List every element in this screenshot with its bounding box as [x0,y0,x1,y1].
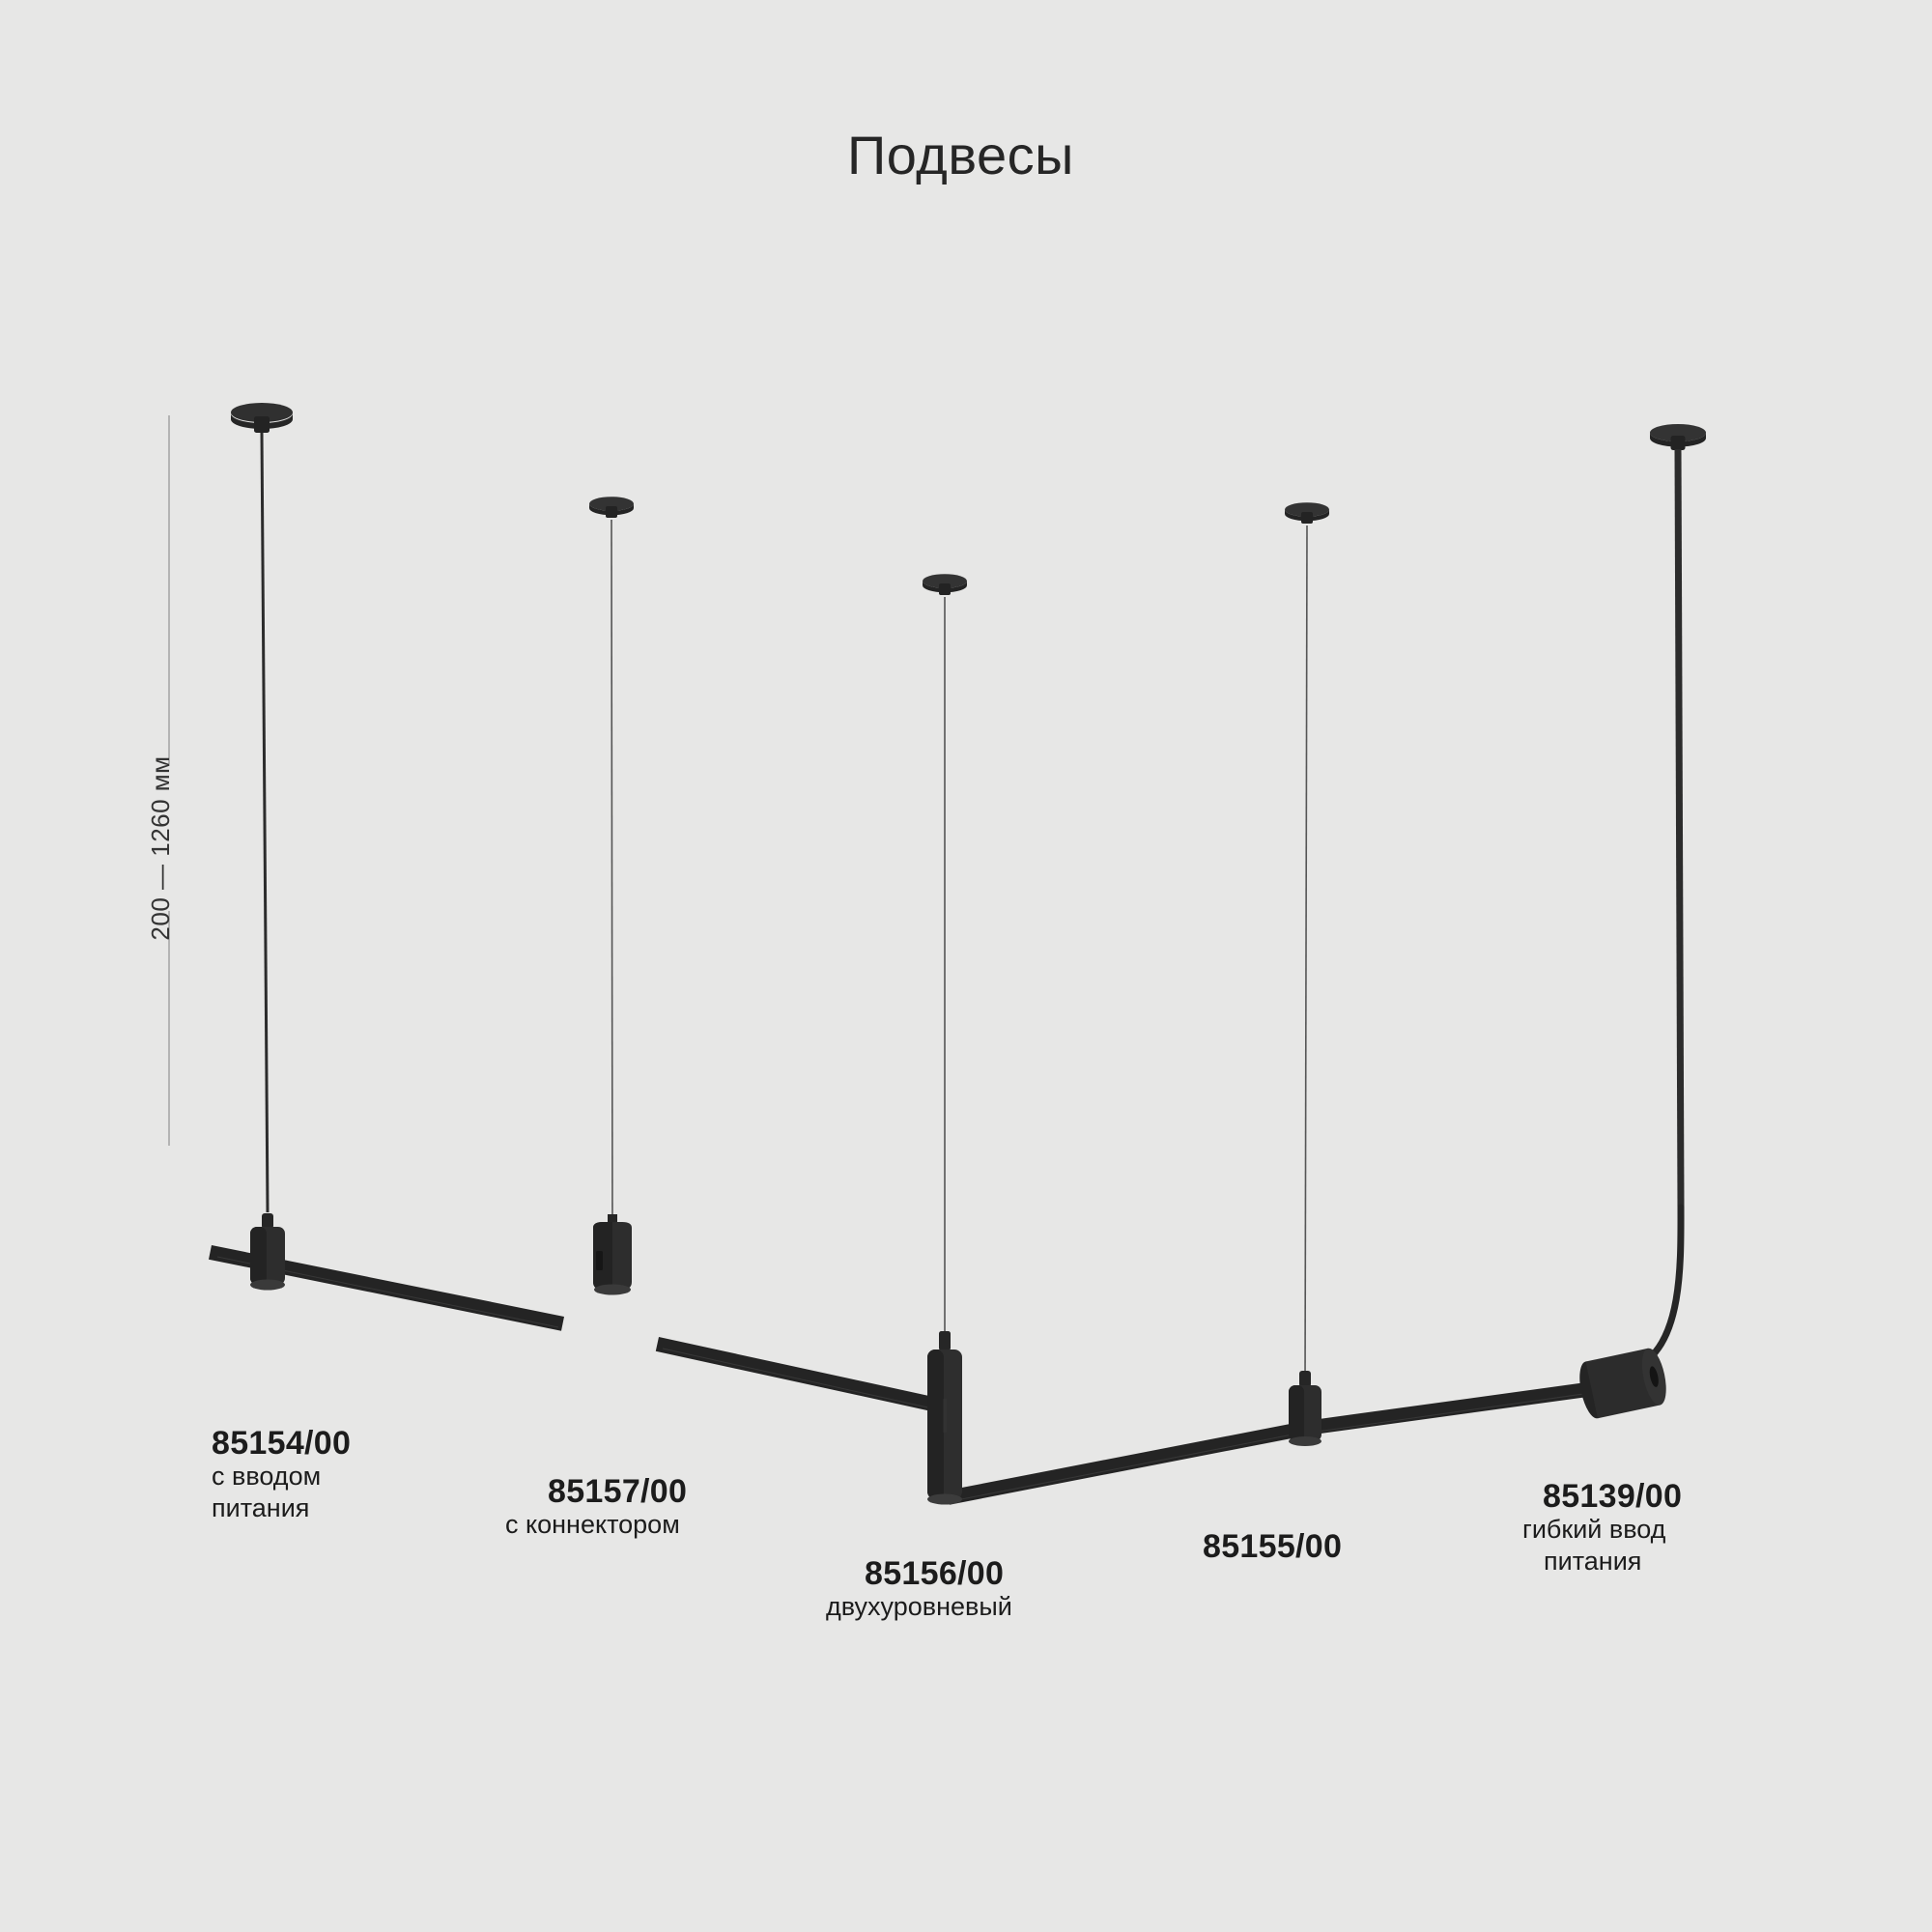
svg-text:85157/00: 85157/00 [548,1473,687,1510]
svg-text:двухуровневый: двухуровневый [826,1592,1012,1621]
svg-text:гибкий ввод: гибкий ввод [1522,1515,1666,1544]
svg-text:питания: питания [1544,1547,1641,1576]
svg-text:85155/00: 85155/00 [1203,1528,1342,1565]
svg-text:питания: питания [212,1493,309,1522]
svg-text:с коннектором: с коннектором [505,1510,680,1539]
svg-text:85154/00: 85154/00 [212,1425,351,1462]
svg-text:85156/00: 85156/00 [865,1555,1004,1592]
svg-text:85139/00: 85139/00 [1543,1478,1682,1515]
svg-text:200 — 1260 мм: 200 — 1260 мм [146,755,175,940]
svg-text:с вводом: с вводом [212,1462,321,1491]
